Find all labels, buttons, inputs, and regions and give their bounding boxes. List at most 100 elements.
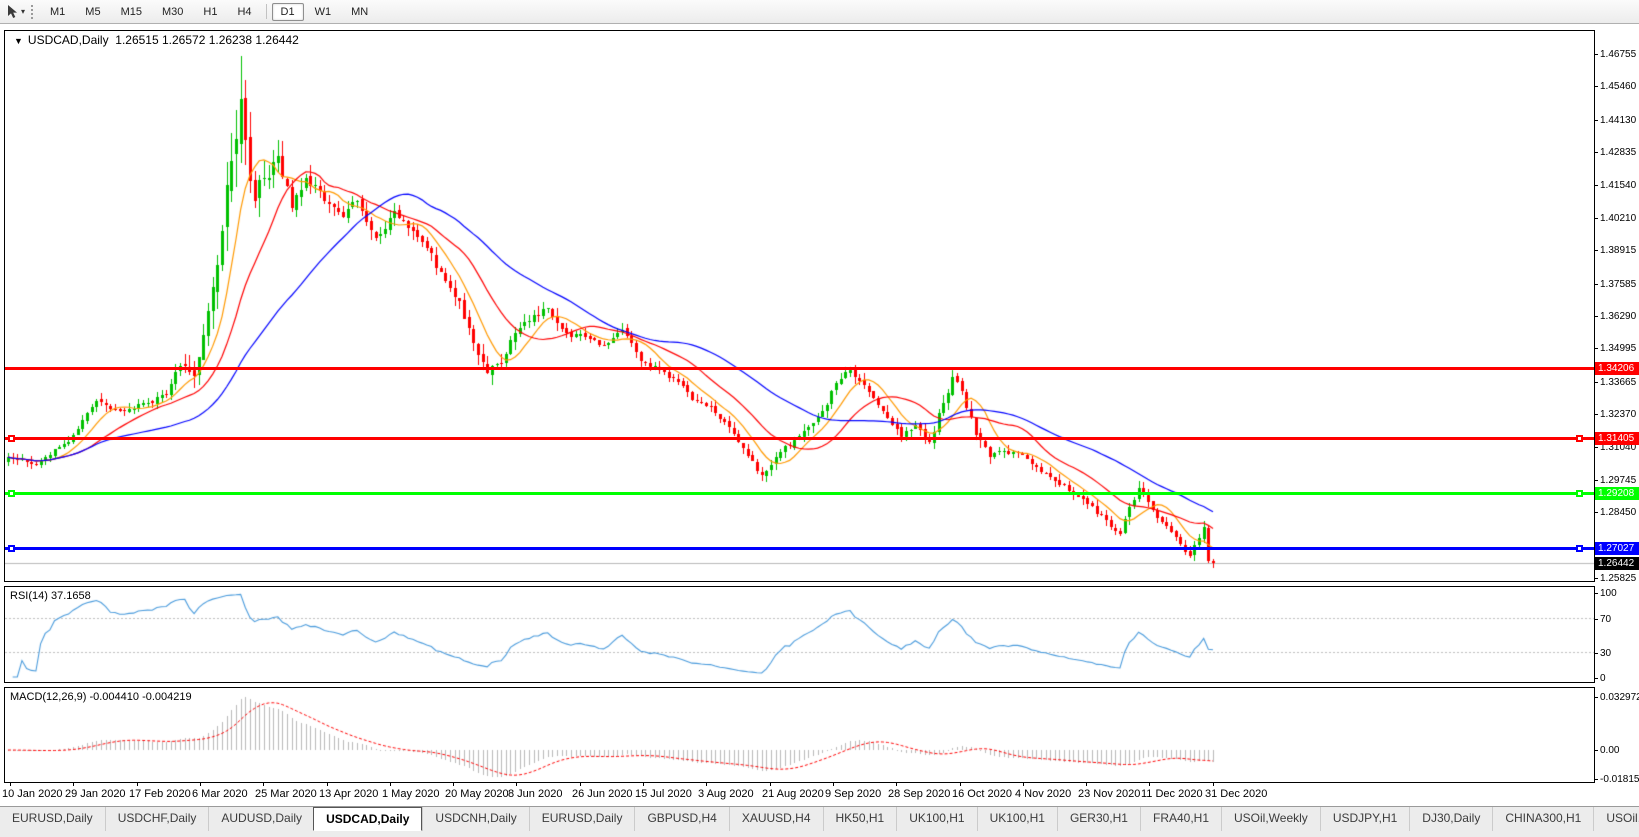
macd-label: MACD(12,26,9) -0.004410 -0.004219 <box>10 691 192 703</box>
timeframe-button-mn[interactable]: MN <box>351 5 369 18</box>
tab-usoil[interactable]: USOil, <box>1593 807 1639 831</box>
current-price-label: 1.26442 <box>1595 557 1639 570</box>
price-axis-tick-mark <box>1594 512 1598 513</box>
date-axis-label: 21 Aug 2020 <box>762 788 824 800</box>
date-axis-label: 20 May 2020 <box>445 788 509 800</box>
price-axis-tick-mark <box>1594 152 1598 153</box>
rsi-axis-tick: 100 <box>1600 588 1617 599</box>
timeframe-button-m15[interactable]: M15 <box>120 5 142 18</box>
chart-cursor-icon[interactable] <box>4 4 20 20</box>
date-axis-tick-mark <box>137 782 138 786</box>
horizontal-line-1.31405[interactable] <box>5 437 1594 440</box>
line-handle-left[interactable] <box>8 545 15 552</box>
tab-china300-h1[interactable]: CHINA300,H1 <box>1492 807 1593 831</box>
symbol-tabs: EURUSD,Daily USDCHF,Daily AUDUSD,Daily USDC… <box>0 807 1639 831</box>
horizontal-line-1.29208[interactable] <box>5 492 1594 495</box>
horizontal-line-1.34206[interactable] <box>5 367 1594 370</box>
tab-usoil-weekly[interactable]: USOil,Weekly <box>1221 807 1320 831</box>
timeframe-button-m1[interactable]: M1 <box>50 5 66 18</box>
date-axis-label: 3 Aug 2020 <box>698 788 754 800</box>
dropdown-caret-icon[interactable]: ▾ <box>21 7 26 16</box>
main-chart-canvas[interactable] <box>5 31 1594 581</box>
date-axis-label: 29 Jan 2020 <box>65 788 126 800</box>
date-axis-label: 17 Feb 2020 <box>129 788 191 800</box>
price-axis-tick: 1.34995 <box>1600 343 1637 354</box>
price-axis-tick-mark <box>1594 578 1598 579</box>
timeframe-button-m5[interactable]: M5 <box>85 5 101 18</box>
timeframe-button-m30[interactable]: M30 <box>161 5 184 18</box>
price-axis-tick: 1.44130 <box>1600 115 1637 126</box>
price-axis-tick: 1.28450 <box>1600 507 1637 518</box>
line-handle-left[interactable] <box>8 490 15 497</box>
timeframe-buttons: M1 M5 M15 M30 H1 H4 D1 W1 MN <box>40 2 378 21</box>
date-axis-label: 9 Sep 2020 <box>825 788 882 800</box>
tab-fra40-h1[interactable]: FRA40,H1 <box>1139 807 1221 831</box>
main-chart-panel[interactable] <box>4 30 1595 582</box>
timeframe-button-h4[interactable]: H4 <box>237 5 252 18</box>
tab-eurusd-daily[interactable]: EURUSD,Daily <box>528 807 635 831</box>
macd-panel[interactable] <box>4 687 1595 783</box>
date-axis-tick-mark <box>960 782 961 786</box>
macd-axis-tick: 0.032972 <box>1600 692 1639 703</box>
price-axis-tick-mark <box>1594 447 1598 448</box>
tab-uk100-h1[interactable]: UK100,H1 <box>896 807 976 831</box>
price-axis-tick: 1.36290 <box>1600 311 1637 322</box>
tab-ger30-h1[interactable]: GER30,H1 <box>1056 807 1140 831</box>
macd-axis-tick-mark <box>1594 697 1598 698</box>
date-axis-label: 28 Sep 2020 <box>888 788 951 800</box>
price-axis-tick-mark <box>1594 86 1598 87</box>
date-axis-tick-mark <box>263 782 264 786</box>
hline-price-label: 1.29208 <box>1595 487 1639 500</box>
date-axis-tick-mark <box>200 782 201 786</box>
date-axis-tick-mark <box>896 782 897 786</box>
symbol-tab-bar: EURUSD,Daily USDCHF,Daily AUDUSD,Daily USDC… <box>0 806 1639 837</box>
hline-price-label: 1.34206 <box>1595 362 1639 375</box>
price-axis-tick-mark <box>1594 480 1598 481</box>
date-axis-label: 26 Jun 2020 <box>572 788 633 800</box>
date-axis-label: 11 Dec 2020 <box>1141 788 1203 800</box>
date-axis-label: 1 May 2020 <box>382 788 440 800</box>
date-axis-tick-mark <box>580 782 581 786</box>
macd-axis-tick-mark <box>1594 779 1598 780</box>
line-handle-right[interactable] <box>1576 545 1583 552</box>
tab-eurusd-daily[interactable]: EURUSD,Daily <box>12 811 93 825</box>
rsi-panel[interactable] <box>4 586 1595 683</box>
timeframe-button-d1[interactable]: D1 <box>271 2 304 21</box>
date-axis-label: 23 Nov 2020 <box>1078 788 1141 800</box>
toolbar-separator <box>265 4 267 19</box>
tab-usdcad-daily[interactable]: USDCAD,Daily <box>313 807 423 831</box>
tab-usdjpy-h1[interactable]: USDJPY,H1 <box>1319 807 1409 831</box>
horizontal-line-1.27027[interactable] <box>5 547 1594 550</box>
date-axis-label: 25 Mar 2020 <box>255 788 317 800</box>
tab-dj30-daily[interactable]: DJ30,Daily <box>1409 807 1492 831</box>
tab-usdcnh-daily[interactable]: USDCNH,Daily <box>422 807 528 831</box>
rsi-axis-tick-mark <box>1594 678 1598 679</box>
tab-gbpusd-h4[interactable]: GBPUSD,H4 <box>634 807 728 831</box>
line-handle-right[interactable] <box>1576 435 1583 442</box>
rsi-canvas[interactable] <box>5 587 1594 682</box>
collapse-arrow-icon[interactable]: ▼ <box>14 36 23 46</box>
timeframe-button-h1[interactable]: H1 <box>203 5 218 18</box>
tab-uk100-h1[interactable]: UK100,H1 <box>976 807 1057 831</box>
macd-canvas[interactable] <box>5 688 1594 782</box>
price-axis-tick: 1.31040 <box>1600 442 1637 453</box>
tab-hk50-h1[interactable]: HK50,H1 <box>822 807 897 831</box>
rsi-axis-tick-mark <box>1594 593 1598 594</box>
tab-usdchf-daily[interactable]: USDCHF,Daily <box>104 807 209 831</box>
price-axis-tick-mark <box>1594 185 1598 186</box>
timeframe-toolbar: ▾ M1 M5 M15 M30 H1 H4 D1 W1 MN <box>0 0 1639 24</box>
price-axis-tick: 1.25825 <box>1600 573 1637 584</box>
timeframe-button-w1[interactable]: W1 <box>314 5 332 18</box>
line-handle-right[interactable] <box>1576 490 1583 497</box>
date-axis-tick-mark <box>770 782 771 786</box>
date-axis-tick-mark <box>516 782 517 786</box>
date-axis-label: 6 Mar 2020 <box>192 788 248 800</box>
tab-xauusd-h4[interactable]: XAUUSD,H4 <box>728 807 823 831</box>
price-axis-tick-mark <box>1594 348 1598 349</box>
date-axis-tick-mark <box>1086 782 1087 786</box>
rsi-axis-tick: 70 <box>1600 614 1612 625</box>
tab-audusd-daily[interactable]: AUDUSD,Daily <box>208 807 314 831</box>
date-axis-tick-mark <box>10 782 11 786</box>
line-handle-left[interactable] <box>8 435 15 442</box>
